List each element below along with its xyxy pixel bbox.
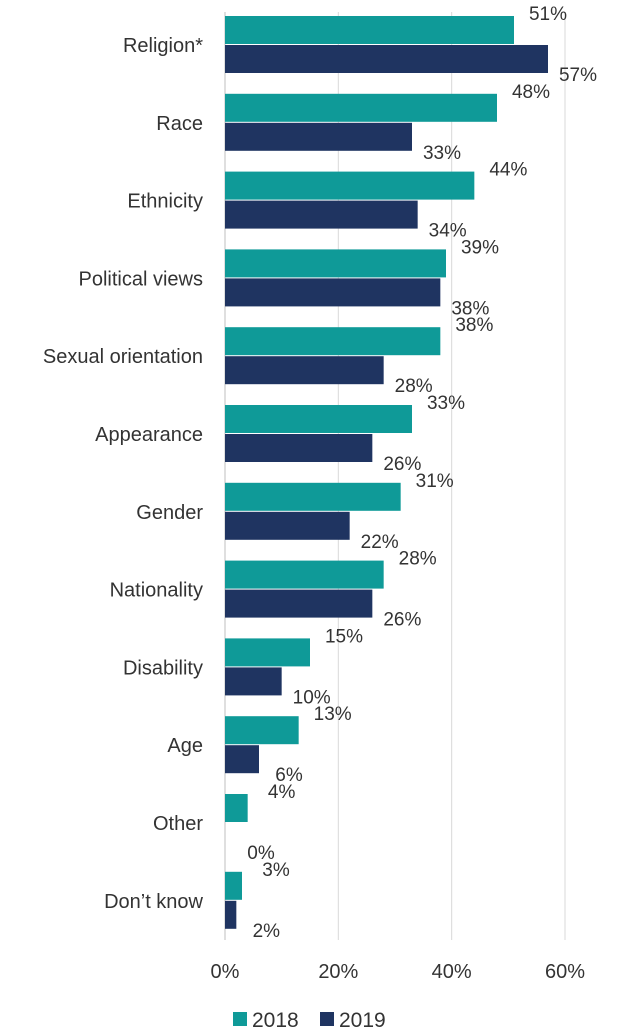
category-label: Nationality <box>110 580 203 602</box>
bar-2019 <box>225 900 237 929</box>
data-label-2019: 57% <box>559 65 597 86</box>
bar-2018 <box>225 560 384 589</box>
bar-2019 <box>225 745 259 774</box>
bar-2018 <box>225 482 401 511</box>
data-label-2019: 22% <box>361 532 399 553</box>
data-label-2019: 6% <box>275 765 303 786</box>
legend-swatch-2019 <box>320 1012 334 1026</box>
bar-2018 <box>225 405 412 433</box>
bar-2019 <box>225 278 441 307</box>
labels: 0% 20% 40% 60% Religion* 51% 57% Race 48% 33% Ethn… <box>43 4 597 983</box>
category-label: Don’t know <box>104 891 203 913</box>
data-label-2019: 34% <box>429 221 467 242</box>
x-tick-label: 0% <box>211 961 240 983</box>
data-label-2019: 33% <box>423 143 461 164</box>
data-label-2018: 39% <box>461 237 499 258</box>
data-label-2018: 4% <box>268 782 296 803</box>
category-label: Other <box>153 813 203 835</box>
bar-2019 <box>225 356 384 385</box>
data-label-2018: 38% <box>455 315 493 336</box>
category-label: Gender <box>136 502 203 524</box>
bar-2019 <box>225 511 350 540</box>
bars <box>225 16 548 929</box>
data-label-2019: 38% <box>451 298 489 319</box>
data-label-2018: 13% <box>314 704 352 725</box>
category-label: Disability <box>123 657 203 679</box>
bar-2019 <box>225 45 548 73</box>
data-label-2019: 0% <box>247 843 275 864</box>
category-label: Age <box>167 735 203 757</box>
category-label: Political views <box>79 268 203 290</box>
legend: 2018 2019 <box>233 1009 386 1032</box>
bar-2019 <box>225 589 373 618</box>
bar-2018 <box>225 171 475 200</box>
x-tick-label: 20% <box>318 961 358 983</box>
bar-2019 <box>225 122 412 151</box>
bar-2018 <box>225 794 248 822</box>
data-label-2019: 2% <box>253 921 281 942</box>
data-label-2019: 28% <box>395 376 433 397</box>
bar-2018 <box>225 16 514 44</box>
bar-2018 <box>225 716 299 745</box>
data-label-2018: 44% <box>489 160 527 181</box>
bar-2018 <box>225 871 242 900</box>
category-label: Ethnicity <box>127 191 203 213</box>
data-label-2019: 26% <box>383 610 421 631</box>
data-label-2018: 28% <box>399 549 437 570</box>
x-tick-label: 40% <box>432 961 472 983</box>
data-label-2018: 33% <box>427 393 465 414</box>
bar-2018 <box>225 327 441 356</box>
category-label: Race <box>156 113 203 135</box>
legend-swatch-2018 <box>233 1012 247 1026</box>
data-label-2018: 3% <box>262 860 290 881</box>
category-label: Appearance <box>95 424 203 446</box>
data-label-2018: 48% <box>512 82 550 103</box>
data-label-2019: 10% <box>293 687 331 708</box>
data-label-2018: 51% <box>529 4 567 25</box>
x-tick-label: 60% <box>545 961 585 983</box>
bar-2018 <box>225 638 310 667</box>
legend-label: 2019 <box>339 1009 386 1032</box>
bar-2019 <box>225 434 373 462</box>
data-label-2018: 31% <box>416 471 454 492</box>
gridlines <box>224 12 566 940</box>
bar-2019 <box>225 200 418 229</box>
data-label-2018: 15% <box>325 626 363 647</box>
data-label-2019: 26% <box>383 454 421 475</box>
bar-2018 <box>225 249 446 278</box>
category-label: Religion* <box>123 35 203 57</box>
bar-2019 <box>225 667 282 696</box>
bar-2018 <box>225 93 497 122</box>
category-label: Sexual orientation <box>43 346 203 368</box>
legend-label: 2018 <box>252 1009 299 1032</box>
